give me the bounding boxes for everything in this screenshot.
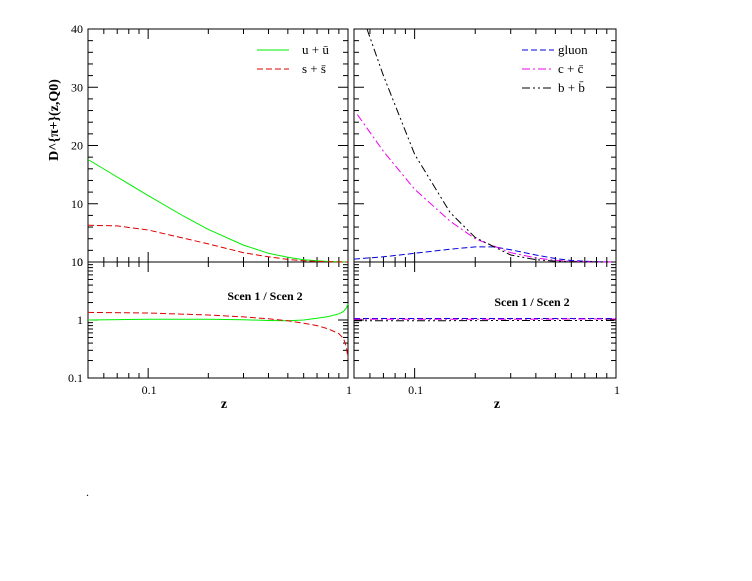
top-left-series-line-1 — [87, 159, 349, 263]
bottom-left-xtick-label: 0.1 — [142, 383, 157, 397]
top-right-series-line-2 — [356, 114, 617, 263]
tick-marks — [87, 28, 617, 379]
top-left-ytick-label: 10 — [71, 197, 83, 211]
bottom-left-series-line-1 — [87, 303, 349, 322]
top-left-ytick-label: 20 — [71, 139, 83, 153]
top-left-ytick-label: 0 — [77, 255, 83, 269]
bottom-left-ytick-label: 1 — [77, 313, 83, 327]
bottom-left-xlabel: z — [221, 397, 227, 412]
footer-dot: . — [86, 485, 89, 499]
top-right-series-line-1 — [353, 246, 617, 263]
top-left-ytick-label: 30 — [71, 80, 83, 94]
top-left-legend-label: u + ū — [302, 42, 329, 57]
bottom-right-xtick-label: 1 — [614, 383, 620, 397]
bottom-right-xlabel: z — [494, 397, 500, 412]
bottom-left-ytick-label: 0.1 — [68, 371, 83, 385]
bottom-left-xtick-label: 1 — [346, 383, 352, 397]
top-left-ylabel: D^{π+}(z,Q0) — [47, 79, 62, 161]
bottom-left-series-line-2 — [87, 311, 349, 359]
bottom-right-xtick-label: 0.1 — [408, 383, 423, 397]
top-right-legend-label: gluon — [558, 42, 588, 57]
top-right-legend-label: c + c̄ — [558, 61, 584, 76]
top-right-series-line-3 — [366, 28, 617, 263]
top-right-legend-label: b + b̄ — [558, 80, 585, 95]
top-left-ytick-label: 40 — [71, 22, 83, 36]
bottom-right-title: Scen 1 / Scen 2 — [494, 295, 569, 309]
top-left-legend-label: s + s̄ — [302, 61, 326, 76]
top-left-series-line-2 — [87, 224, 349, 263]
bottom-left-ytick-label: 10 — [71, 255, 83, 269]
bottom-left-title: Scen 1 / Scen 2 — [227, 289, 302, 303]
panel-frames — [87, 28, 617, 379]
series-layer — [87, 28, 617, 359]
